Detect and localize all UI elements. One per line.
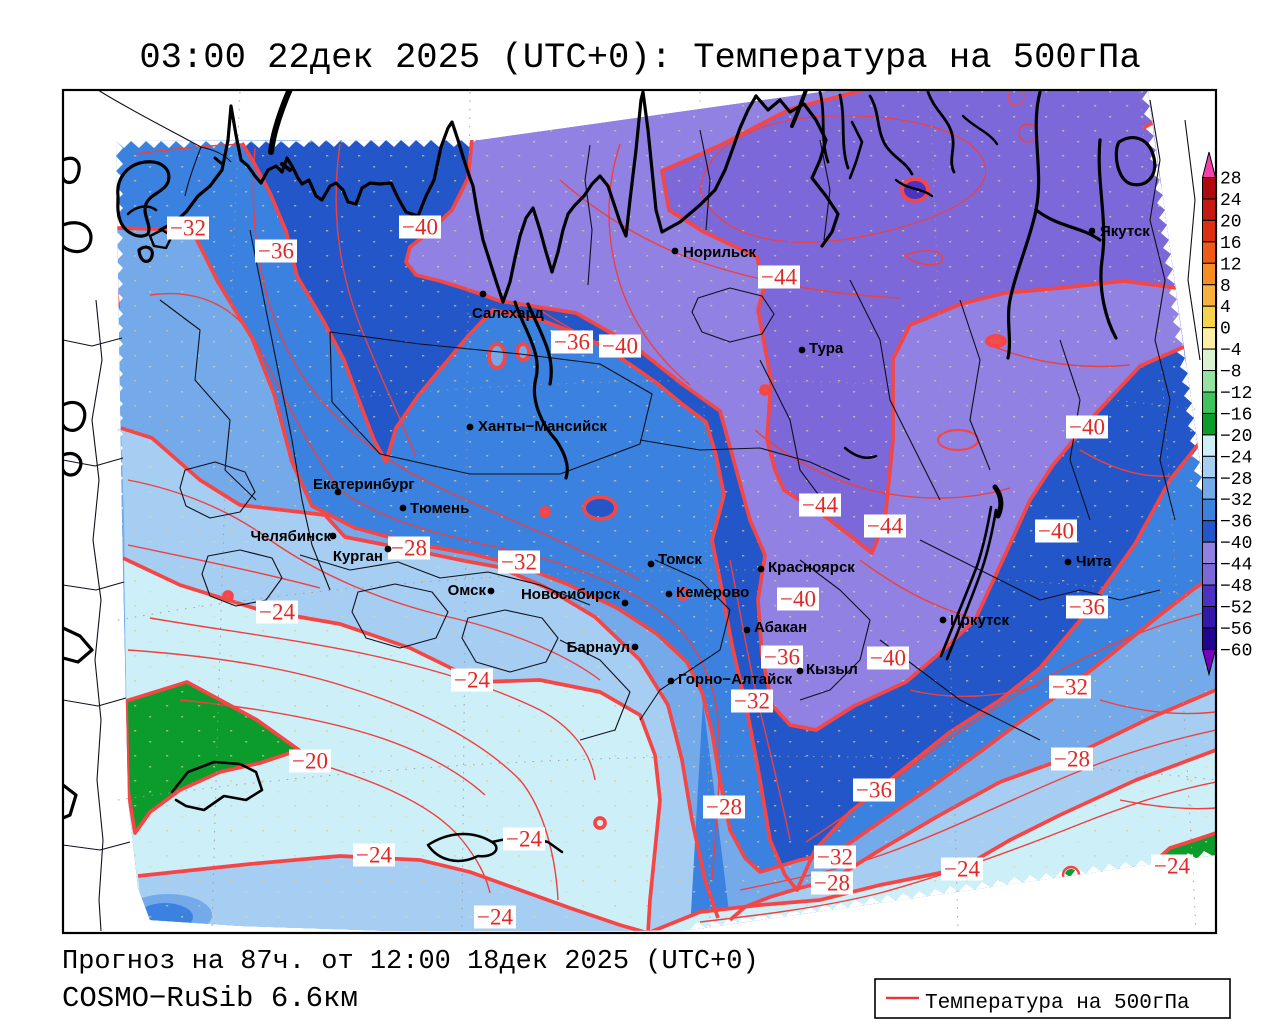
svg-text:Кызыл: Кызыл	[806, 661, 858, 678]
svg-text:−40: −40	[1220, 534, 1252, 554]
svg-text:8: 8	[1220, 277, 1231, 297]
svg-text:0: 0	[1220, 320, 1231, 340]
svg-text:Абакан: Абакан	[754, 619, 807, 636]
svg-text:−40: −40	[870, 646, 906, 671]
svg-text:−40: −40	[1038, 519, 1074, 544]
svg-text:−36: −36	[764, 645, 800, 670]
svg-text:−28: −28	[814, 871, 850, 896]
svg-text:−24: −24	[454, 668, 490, 693]
svg-text:Томск: Томск	[658, 551, 702, 568]
svg-text:−28: −28	[1054, 747, 1090, 772]
svg-text:−24: −24	[356, 843, 392, 868]
svg-text:−36: −36	[1069, 595, 1105, 620]
svg-text:Прогноз на 87ч. от 12:00 18дек: Прогноз на 87ч. от 12:00 18дек 2025 (UTC…	[62, 947, 759, 977]
svg-text:Курган: Курган	[333, 548, 383, 565]
svg-text:Тура: Тура	[809, 340, 844, 357]
svg-text:−24: −24	[1154, 854, 1190, 879]
svg-text:Якутск: Якутск	[1100, 223, 1150, 240]
svg-text:−44: −44	[802, 493, 838, 518]
svg-text:−36: −36	[856, 778, 892, 803]
svg-text:−24: −24	[477, 905, 513, 930]
svg-text:−24: −24	[944, 857, 980, 882]
svg-text:−32: −32	[1052, 675, 1088, 700]
svg-text:−40: −40	[602, 334, 638, 359]
svg-text:−20: −20	[292, 749, 328, 774]
svg-text:Иркутск: Иркутск	[950, 612, 1009, 629]
svg-text:−32: −32	[734, 689, 770, 714]
svg-text:20: 20	[1220, 212, 1242, 232]
svg-text:−32: −32	[501, 550, 537, 575]
svg-text:−56: −56	[1220, 620, 1252, 640]
svg-text:4: 4	[1220, 298, 1231, 318]
svg-text:−32: −32	[1220, 491, 1252, 511]
svg-text:−36: −36	[1220, 513, 1252, 533]
svg-text:−16: −16	[1220, 405, 1252, 425]
svg-text:−44: −44	[1220, 556, 1252, 576]
svg-text:−28: −28	[1220, 470, 1252, 490]
svg-text:−24: −24	[506, 827, 542, 852]
svg-text:−44: −44	[867, 514, 903, 539]
svg-text:−4: −4	[1220, 341, 1242, 361]
svg-text:−60: −60	[1220, 641, 1252, 661]
svg-text:−20: −20	[1220, 427, 1252, 447]
svg-text:12: 12	[1220, 255, 1242, 275]
svg-text:−44: −44	[761, 265, 797, 290]
svg-text:−40: −40	[1069, 415, 1105, 440]
svg-text:28: 28	[1220, 170, 1242, 190]
svg-text:−32: −32	[817, 845, 853, 870]
svg-text:−24: −24	[1220, 448, 1252, 468]
svg-text:03:00 22дек 2025 (UTC+0): Темп: 03:00 22дек 2025 (UTC+0): Температура на…	[139, 37, 1140, 78]
svg-text:Екатеринбург: Екатеринбург	[313, 476, 415, 493]
svg-text:16: 16	[1220, 234, 1242, 254]
svg-text:Норильск: Норильск	[683, 244, 756, 261]
svg-text:COSMO−RuSib 6.6км: COSMO−RuSib 6.6км	[62, 982, 358, 1015]
svg-text:Кемерово: Кемерово	[676, 584, 749, 601]
svg-text:Красноярск: Красноярск	[768, 559, 855, 576]
svg-text:Салехард: Салехард	[472, 305, 544, 322]
svg-text:−28: −28	[391, 536, 427, 561]
svg-text:−48: −48	[1220, 577, 1252, 597]
svg-text:−36: −36	[554, 330, 590, 355]
svg-text:Ханты−Мансийск: Ханты−Мансийск	[478, 418, 608, 435]
svg-text:Температура на 500гПа: Температура на 500гПа	[925, 992, 1190, 1015]
svg-text:−32: −32	[170, 216, 206, 241]
svg-text:−40: −40	[402, 215, 438, 240]
svg-text:Горно−Алтайск: Горно−Алтайск	[678, 671, 793, 688]
svg-text:Челябинск: Челябинск	[250, 528, 331, 545]
svg-text:−28: −28	[706, 795, 742, 820]
svg-text:−12: −12	[1220, 384, 1252, 404]
svg-text:24: 24	[1220, 191, 1242, 211]
svg-text:−40: −40	[780, 587, 816, 612]
svg-text:Новосибирск: Новосибирск	[521, 586, 621, 603]
svg-text:−52: −52	[1220, 599, 1252, 619]
svg-text:−36: −36	[258, 239, 294, 264]
svg-text:Барнаул: Барнаул	[567, 639, 630, 656]
svg-text:Чита: Чита	[1076, 553, 1112, 570]
svg-text:−24: −24	[259, 600, 295, 625]
svg-text:Омск: Омск	[448, 582, 487, 599]
svg-text:Тюмень: Тюмень	[410, 500, 469, 517]
svg-text:−8: −8	[1220, 363, 1242, 383]
